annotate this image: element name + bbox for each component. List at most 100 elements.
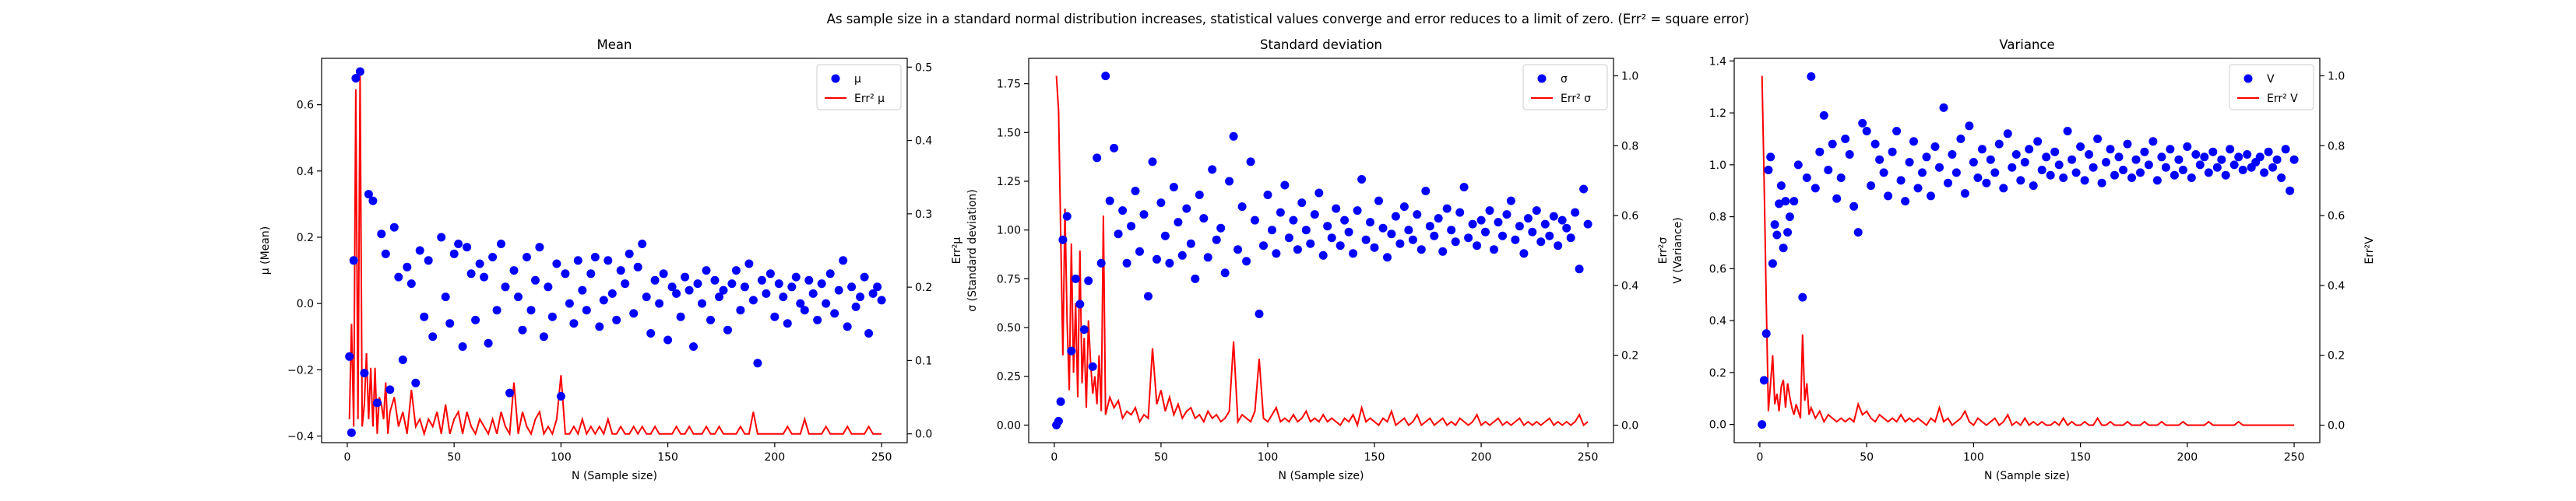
x-tick-label: 200 [2177,451,2198,464]
scatter-point [1416,245,1426,254]
scatter-point [740,282,749,292]
scatter-point [663,335,673,345]
scatter-point [1977,145,1987,154]
scatter-point [715,293,723,302]
scatter-point [629,309,639,318]
scatter-point [1867,181,1876,191]
scatter-point [471,315,480,324]
legend-label: σ [1561,73,1568,86]
scatter-point [1948,150,1957,159]
scatter-point [1781,197,1790,206]
scatter-point [1540,219,1550,229]
y-tick-label: 1.75 [997,79,1021,91]
scatter-point [1378,223,1388,233]
scatter-point [466,269,476,279]
scatter-point [480,272,489,282]
scatter-point [1255,310,1264,318]
x-tick-label: 0 [1050,451,1057,464]
scatter-point [2140,147,2149,156]
scatter-point [1191,274,1200,283]
y-tick-label: 0.8 [1709,212,1726,224]
scatter-point [1905,158,1914,166]
scatter-point [1922,152,1931,162]
scatter-point [1807,72,1816,81]
scatter-point [1459,183,1469,191]
scatter-point [411,378,421,387]
scatter-point [1177,250,1187,260]
x-tick-label: 100 [1963,451,1984,464]
scatter-point [2212,163,2222,172]
scatter-point [349,256,358,265]
scatter-point [2106,145,2115,154]
scatter-point [526,306,536,315]
scatter-point [621,279,630,289]
scatter-point [2050,147,2060,156]
scatter-point [779,293,788,302]
scatter-point [1901,197,1910,206]
error-line [1055,75,1589,428]
y2-tick-label: 0.4 [1621,280,1638,293]
scatter-point [1110,143,1119,152]
scatter-point [2264,147,2273,156]
scatter-point [2166,145,2175,154]
scatter-point [1888,147,1897,156]
scatter-point [1485,206,1494,215]
y-tick-label: 0.4 [1709,315,1726,328]
scatter-point [1536,237,1546,247]
scatter-point [1566,233,1575,243]
scatter-point [1404,226,1413,235]
scatter-point [535,243,544,252]
scatter-point [1764,166,1773,174]
scatter-point [787,282,797,292]
scatter-point [1251,215,1259,225]
scatter-point [1575,265,1584,274]
scatter-point [1841,135,1850,143]
scatter-point [458,342,467,351]
scatter-point [860,272,869,282]
y-tick-label: 0.00 [997,419,1021,432]
scatter-point [2020,158,2029,166]
scatter-point [1310,210,1319,219]
y-axis-label: σ (Standard deviation) [966,189,979,311]
scatter-point [1960,189,1969,198]
scatter-point [1828,139,1837,149]
scatter-point [368,196,378,205]
scatter-point [706,315,715,324]
scatter-point [1071,274,1080,283]
x-tick-label: 200 [1471,451,1492,464]
y-tick-label: 1.0 [1709,159,1726,172]
legend-label: V [2267,73,2275,86]
scatter-point [1096,258,1106,268]
scatter-point [2289,155,2299,164]
scatter-point [1242,257,1251,266]
error-line [1761,75,2295,427]
y2-tick-label: 0.6 [2328,210,2345,222]
scatter-point [727,279,737,289]
scatter-point [723,325,732,335]
scatter-point [1058,235,1068,244]
scatter-point [1237,202,1247,212]
scatter-point [1225,177,1234,186]
scatter-point [2217,155,2226,164]
scatter-point [544,282,553,292]
scatter-point [1473,241,1482,250]
scatter-point [1770,220,1779,229]
scatter-point [1455,208,1465,217]
scatter-point [2071,168,2081,177]
scatter-point [689,342,698,351]
scatter-point [2208,147,2218,156]
scatter-point [1545,231,1554,240]
subplot-2: Variance 0 50 100 150 200 250 0.0 0.2 0.4 0.6 0.8 1.… [1672,37,2376,482]
scatter-point [1884,191,1893,201]
x-tick-label: 150 [657,451,678,464]
scatter-point [770,312,779,321]
scatter-point [1798,293,1807,302]
scatter-point [1549,212,1558,221]
scatter-point [2025,145,2034,154]
scatter-point [1982,178,1991,187]
scatter-point [856,293,865,302]
scatter-point [1199,214,1209,223]
scatter-point [2016,176,2025,185]
scatter-point [744,259,754,268]
scatter-point [1785,212,1794,222]
